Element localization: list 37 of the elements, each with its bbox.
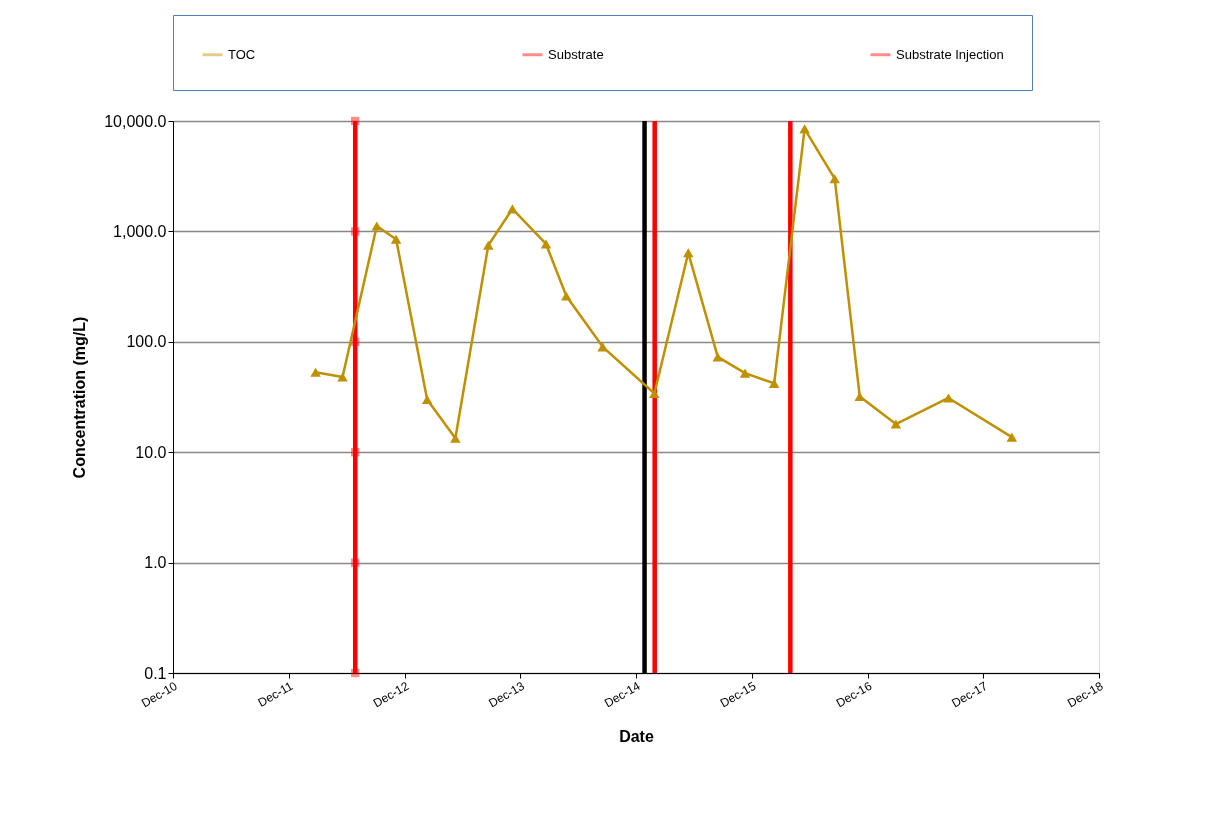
point [739,368,751,378]
point [390,234,402,244]
point [337,372,348,382]
legend-label: Substrate Injection [896,46,1004,62]
point [351,448,360,457]
y-tick-label: 1,000.0 [113,222,167,240]
point [649,388,660,399]
point [768,378,780,388]
point [351,116,360,126]
y-tick-label: 1.0 [144,554,167,572]
point [890,419,902,429]
y-tick-label: 10.0 [135,443,167,461]
point [829,174,840,184]
point [1006,432,1018,442]
point [943,393,954,403]
point [561,291,572,301]
legend-label: TOC [228,46,256,62]
point [483,240,494,250]
point [421,394,433,405]
point [597,342,608,352]
point [351,227,360,236]
y-tick-label: 0.1 [144,664,167,682]
point [351,668,360,678]
point [371,221,383,231]
legend-label: Substrate [548,46,604,62]
point [450,433,461,443]
point [799,124,810,134]
point [351,558,360,567]
point [854,391,865,401]
point [507,204,518,214]
point [540,239,552,249]
point [683,248,694,258]
x-axis-title: Date [619,728,654,746]
point [310,367,321,377]
y-tick-label: 10,000.0 [104,112,167,130]
y-axis-title: Concentration (mg/L) [71,316,89,479]
y-tick-label: 100.0 [126,333,167,351]
